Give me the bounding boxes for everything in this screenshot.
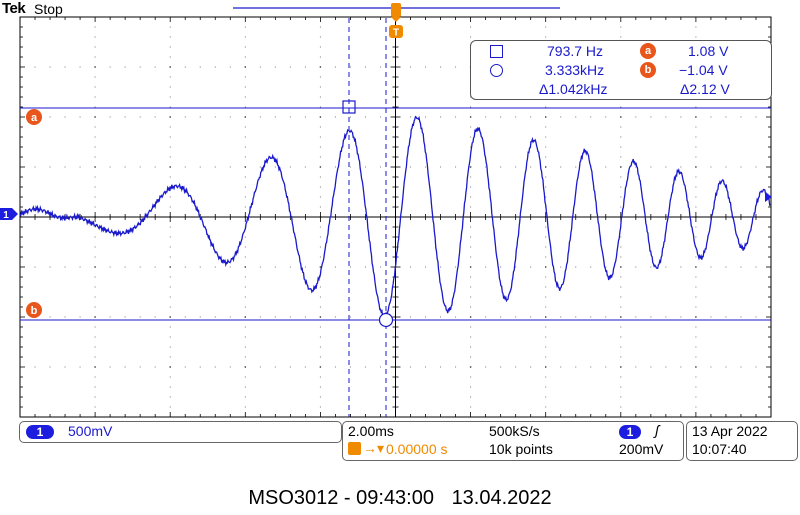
cursor-2-circle-marker — [378, 312, 394, 328]
date: 13 Apr 2022 — [692, 423, 768, 439]
scope-display[interactable]: T 1 a b — [0, 0, 800, 425]
trigger-offset-icon — [348, 442, 361, 455]
cursor-readout-panel: 793.7 Hz a 1.08 V 3.333kHz b −1.04 V Δ1.… — [470, 40, 772, 100]
trigger-level-arrow — [765, 192, 772, 202]
delta-frequency: Δ1.042kHz — [539, 81, 608, 97]
channel1-badge: 1 — [26, 425, 54, 439]
caption-date: 13.04.2022 — [451, 487, 552, 509]
trigger-position-marker: T — [389, 3, 403, 39]
horizontal-trigger-panel[interactable]: 2.00ms 500kS/s 1 ʃ →▾ 0.00000 s 10k poin… — [342, 421, 684, 461]
cursor-b-level-marker: b — [26, 302, 42, 318]
cursor-1-square-icon — [490, 45, 503, 58]
channel1-waveform — [19, 115, 771, 319]
trigger-offset: 0.00000 s — [386, 441, 448, 457]
sample-rate: 500kS/s — [489, 423, 540, 439]
caption-model-time: MSO3012 - 09:43:00 — [248, 487, 434, 509]
cursor-a-voltage: 1.08 V — [688, 43, 729, 59]
trigger-level: 200mV — [619, 441, 664, 457]
channel1-scale: 500mV — [68, 423, 113, 439]
svg-text:T: T — [393, 28, 399, 39]
image-caption: MSO3012 - 09:43:00 13.04.2022 — [0, 487, 800, 510]
delta-voltage: Δ2.12 V — [680, 81, 730, 97]
cursor-b-voltage: −1.04 V — [679, 62, 728, 78]
trigger-slope-icon: ʃ — [655, 422, 660, 438]
trigger-source-badge: 1 — [619, 425, 641, 439]
cursor-a-badge: a — [640, 43, 656, 59]
cursor-b-badge: b — [640, 62, 656, 78]
trigger-arrow-icon: →▾ — [363, 440, 385, 456]
svg-text:b: b — [31, 305, 38, 317]
channel1-ground-marker: 1 — [0, 208, 18, 221]
time: 10:07:40 — [692, 441, 747, 457]
cursor-a-level-marker: a — [26, 109, 42, 125]
cursor-2-circle-icon — [490, 64, 503, 77]
svg-text:a: a — [31, 112, 38, 124]
cursor-1-square-marker — [342, 100, 356, 114]
record-length: 10k points — [489, 441, 553, 457]
cursor-2-frequency: 3.333kHz — [545, 62, 605, 78]
brand-logo: Tek — [2, 0, 26, 17]
cursor-1-frequency: 793.7 Hz — [547, 43, 604, 59]
datetime-panel: 13 Apr 2022 10:07:40 — [686, 421, 798, 461]
channel1-scale-panel[interactable]: 1 500mV — [19, 421, 342, 443]
acquisition-status: Stop — [34, 1, 63, 17]
svg-text:1: 1 — [3, 210, 9, 221]
timebase: 2.00ms — [348, 423, 394, 439]
